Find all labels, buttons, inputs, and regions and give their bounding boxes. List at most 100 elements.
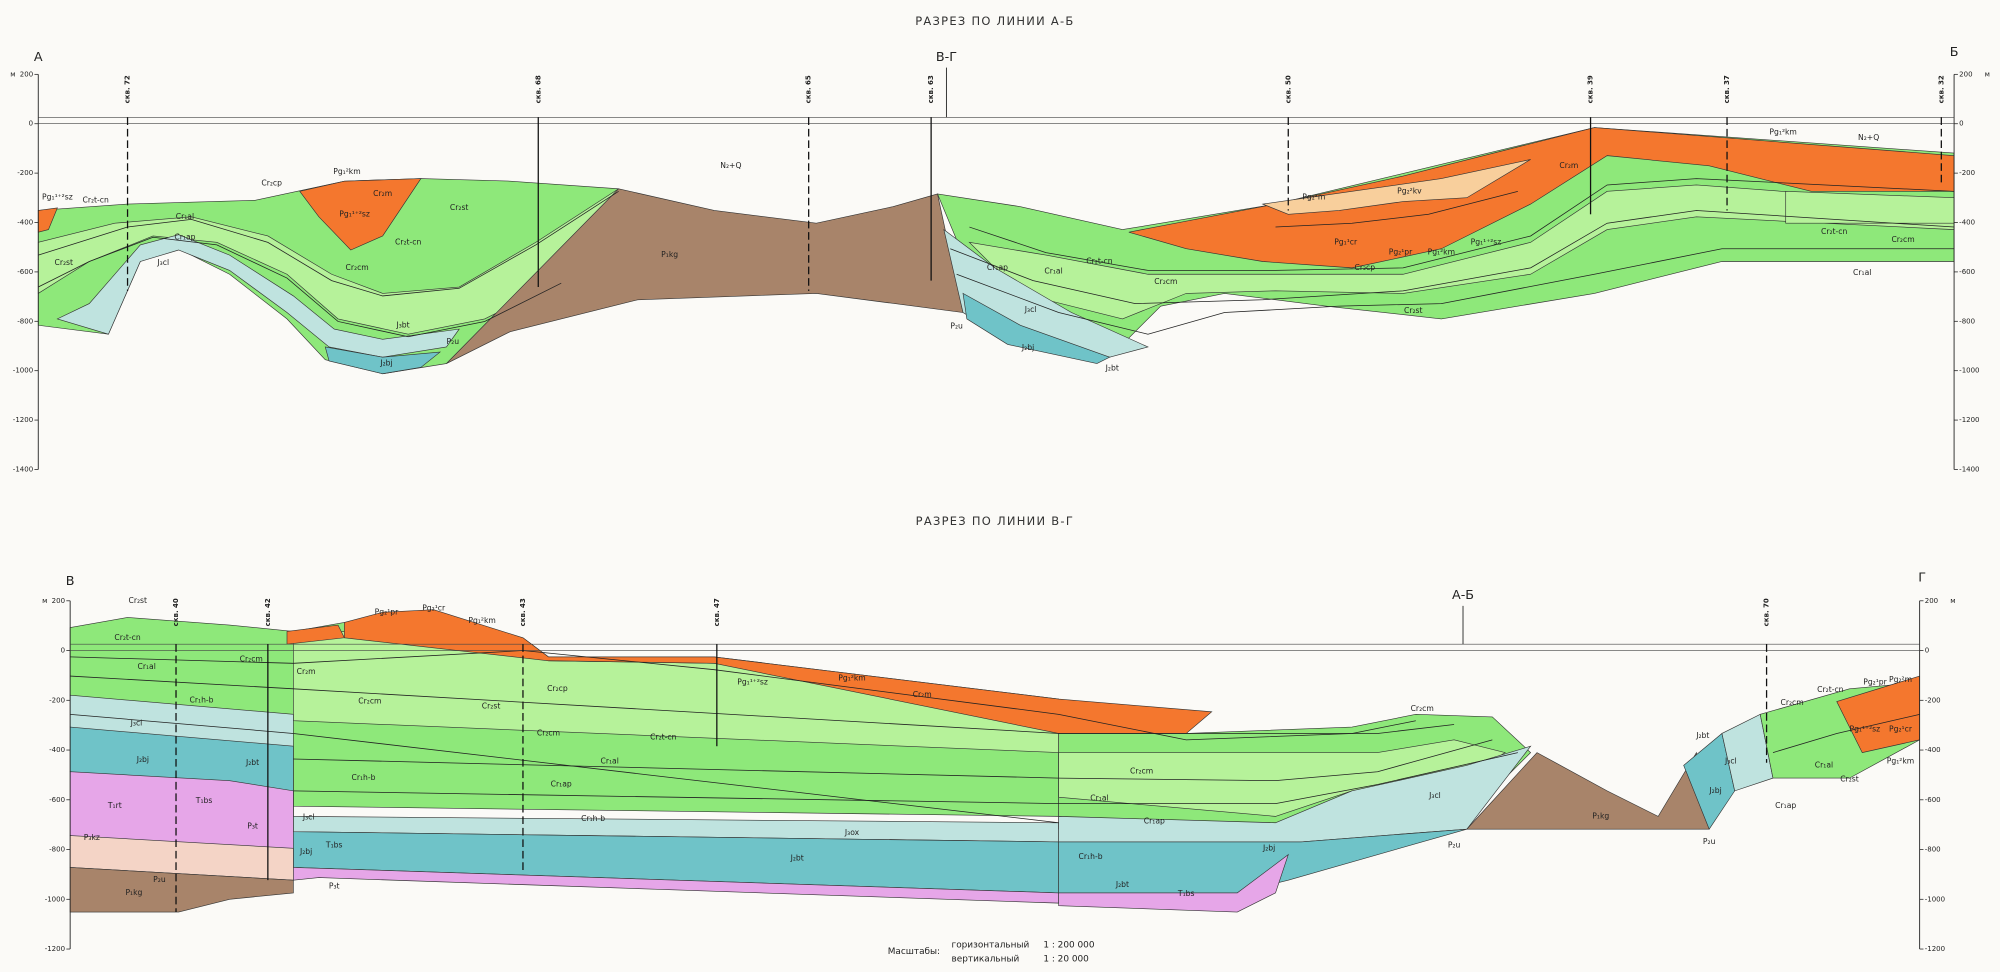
layer-label: P₁kg [125,888,142,897]
layer-label: N₂+Q [720,161,741,170]
layer-label: Pg₁²km [1428,248,1455,257]
layer-label: Pg₂¹pr [1389,248,1413,257]
tick-label-left: -1000 [13,366,33,375]
tick-label-left: -1200 [13,415,33,424]
layer-label: Cr₁ap [1144,816,1165,825]
unit-left: м [42,596,47,605]
layer-label: J₃bt [395,320,409,329]
well-label: скв. 47 [712,598,721,626]
layer-label: P₃kz [84,833,100,842]
layer-label: Pg₁¹⁺²sz [1849,725,1880,734]
layer-label: Cr₂t-cn [1086,256,1112,265]
well-label: скв. 43 [518,598,527,626]
tick-label-left: -200 [49,695,65,704]
layer-label: J₂bj [299,847,312,856]
layer-boundary [70,650,1416,741]
layer-label: Pg₁²km [1769,128,1796,137]
section-start: А [34,50,43,65]
layer-label: P₃t [329,882,340,891]
layer-label: Pg₂²m [1302,193,1325,202]
layer-label: J₃cl [156,258,169,267]
tick-label-left: -1000 [45,894,65,903]
tick-label-right: -1400 [1959,464,1979,473]
section-title: РАЗРЕЗ ПО ЛИНИИ А-Б [915,14,1074,28]
layer-label: Pg₂¹pr [375,607,399,616]
layer-label: J₃cl [1428,791,1441,800]
layer-label: Cr₁ap [987,263,1008,272]
tick-label-left: -800 [17,316,33,325]
layer-label: Cr₂cp [261,179,282,188]
layer-label: P₂u [1703,837,1716,846]
layer-label: Cr₂cm [240,654,263,663]
layer-label: Cr₁al [138,662,156,671]
layer-label: Pg₁¹⁺²sz [1471,237,1502,246]
layer-label: T₁bs [325,841,343,850]
layer-boundary [70,675,1455,734]
layer-label: P₁kg [661,250,678,259]
tick-label-left: 0 [29,119,33,128]
unit-right: м [1985,69,1990,78]
rock-layer [962,292,1111,364]
layer-boundary [293,739,1493,782]
layer-label: Cr₂m [373,189,392,198]
tick-label-right: -800 [1925,845,1941,854]
layer-label: Cr₂st [1840,774,1859,783]
tick-label-right: 200 [1959,69,1972,78]
rock-layer [1128,127,1955,269]
layer-label: Pg₁¹⁺²sz [42,193,73,202]
layer-label: Pg₂¹cr [422,603,446,612]
layer-label: J₃ox [844,828,860,837]
layer-label: J₂bt [245,758,259,767]
tick-label-right: -600 [1925,795,1941,804]
layer-label: Cr₂t-cn [1817,685,1843,694]
layer-label: Cr₂st [450,203,469,212]
well-label: скв. 72 [123,75,132,103]
layer-label: Pg₁¹⁺²sz [339,209,370,218]
layer-label: Pg₁²km [838,674,865,683]
layer-label: P₂u [153,875,166,884]
layer-label: Pg₁¹cr [1334,237,1358,246]
layer-label: Cr₁al [1090,794,1108,803]
layer-label: Cr₁ap [1775,801,1796,810]
layer-boundary [969,178,1955,271]
tick-label-right: -200 [1959,168,1975,177]
rock-layer [299,178,422,251]
layer-label: Pg₂²kv [1397,186,1422,195]
well-label: скв. 50 [1283,75,1292,103]
layer-label: P₂u [447,337,460,346]
layer-label: Cr₂t-cn [395,237,421,246]
tick-label-left: -800 [49,845,65,854]
tick-label-left: -1200 [45,944,65,953]
layer-label: Pg₂²m [1889,675,1912,684]
layer-label: Cr₁h-b [352,773,376,782]
layer-label: J₂bj [379,359,392,368]
layer-label: P₁kg [1592,811,1609,820]
layer-label: J₃cl [1024,305,1037,314]
tick-label-right: -600 [1959,267,1975,276]
well-label: скв. 63 [926,75,935,103]
section-title: РАЗРЕЗ ПО ЛИНИИ В-Г [916,514,1074,528]
layer-label: Cr₂st [1404,306,1423,315]
layer-label: Cr₂cm [346,263,369,272]
scale-name: вертикальный [952,955,1020,965]
layer-label: Cr₂cm [1891,235,1914,244]
tick-label-right: 0 [1925,646,1929,655]
layer-label: J₃cl [1724,757,1737,766]
layer-label: Cr₂t-cn [1821,227,1847,236]
intersection-label: В-Г [936,50,957,65]
scale-label: Масштабы: [888,947,940,957]
tick-label-left: 0 [61,646,65,655]
tick-label-right: -1000 [1925,894,1945,903]
well-label: скв. 32 [1936,75,1945,103]
layer-boundary [293,752,1518,805]
rock-layer [1058,853,1289,913]
section-end: Г [1918,570,1926,585]
layer-label: J₂bt [1695,731,1709,740]
layer-label: Cr₂cm [1130,767,1153,776]
layer-label: Cr₂t-cn [114,633,140,642]
layer-label: Pg₁²km [1887,757,1914,766]
rock-layer [324,346,442,375]
well-label: скв. 37 [1722,75,1731,103]
layer-label: Cr₂cm [1780,698,1803,707]
layer-label: J₂bj [1708,786,1721,795]
